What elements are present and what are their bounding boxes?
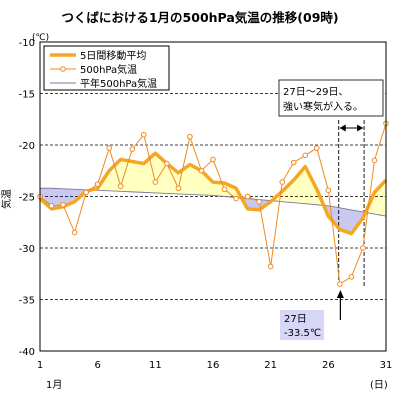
data-point-500hpa <box>371 157 378 164</box>
data-point-500hpa <box>337 281 343 287</box>
legend-label-moving-average: 5日間移動平均 <box>80 49 146 62</box>
y-tick-label: -25 <box>19 193 35 204</box>
x-tick-label: 16 <box>207 360 220 371</box>
series-line-normal <box>40 187 387 217</box>
x-tick-label: 1 <box>37 360 43 371</box>
data-point-500hpa <box>221 186 228 193</box>
deviation-fill-segment <box>201 170 213 196</box>
annotation-lines <box>336 120 365 320</box>
deviation-fill-segment <box>224 183 237 198</box>
y-axis-label: 気温 <box>0 189 13 209</box>
data-point-500hpa <box>302 152 309 159</box>
legend: 5日間移動平均 500hPa気温 平年500hPa気温 <box>43 45 170 91</box>
data-point-500hpa <box>244 193 251 200</box>
min-value-arrowhead <box>336 290 344 299</box>
data-point-500hpa <box>164 160 170 167</box>
data-point-500hpa <box>187 133 193 140</box>
data-point-500hpa <box>290 159 297 166</box>
data-point-500hpa <box>314 145 320 151</box>
data-point-500hpa <box>94 181 101 187</box>
x-month-label: 1月 <box>46 379 62 391</box>
x-tick-labels: 1 6 11 16 21 26 31 <box>37 360 393 371</box>
deviation-fill-segment <box>109 159 121 192</box>
deviation-fill-segment <box>293 166 306 204</box>
annotation-cold-period-line1: 27日～29日、 <box>283 87 348 98</box>
data-point-500hpa <box>117 183 124 189</box>
series-group <box>37 120 389 287</box>
data-point-500hpa <box>267 263 274 270</box>
data-point-500hpa <box>233 195 239 202</box>
deviation-fill-segment <box>247 198 260 210</box>
data-point-500hpa <box>348 274 355 280</box>
deviation-fill-segment <box>213 182 225 197</box>
y-tick-label: -30 <box>19 244 35 255</box>
data-point-500hpa <box>279 179 286 185</box>
data-point-500hpa <box>48 202 55 209</box>
y-tick-label: -10 <box>19 38 35 49</box>
deviation-fill-segment <box>282 180 294 203</box>
data-point-500hpa <box>71 229 78 236</box>
data-point-500hpa <box>210 156 216 163</box>
legend-marker-500hpa <box>60 66 66 72</box>
plot-border <box>39 41 387 352</box>
annotation-cold-period-box <box>278 79 384 117</box>
x-tick-label: 6 <box>94 360 100 371</box>
y-tick-label: -20 <box>19 141 35 152</box>
legend-label-normal: 平年500hPa気温 <box>80 77 157 90</box>
annotation-cold-period-line2: 強い寒気が入る。 <box>283 100 363 113</box>
data-point-500hpa <box>256 198 262 205</box>
annotation-min-value-box <box>280 310 324 340</box>
deviation-fill-segment <box>120 159 133 192</box>
annotation-min-value: 27日 -33.5℃ <box>280 310 324 340</box>
annotation-min-value-line1: 27日 <box>284 314 307 325</box>
x-tick-label: 21 <box>264 360 277 371</box>
y-tick-label: -40 <box>19 347 35 358</box>
deviation-fill-segment <box>132 161 144 193</box>
data-point-500hpa <box>129 146 136 152</box>
data-point-500hpa <box>83 189 89 196</box>
data-point-500hpa <box>360 245 366 251</box>
grid-lines <box>40 93 386 300</box>
x-tick-label: 11 <box>149 360 162 371</box>
legend-label-500hpa: 500hPa気温 <box>80 63 137 76</box>
deviation-fill-segment <box>189 164 202 195</box>
data-point-500hpa <box>141 131 147 138</box>
cold-period-arrowhead-left <box>339 124 346 132</box>
data-point-500hpa <box>325 187 332 194</box>
deviation-fill-segment <box>374 180 386 217</box>
cold-period-arrowhead-right <box>357 124 364 132</box>
annotation-min-value-line2: -33.5℃ <box>284 328 321 339</box>
y-unit-label: (℃) <box>32 33 49 43</box>
annotation-cold-period: 27日～29日、 強い寒気が入る。 <box>278 79 384 117</box>
data-point-500hpa <box>106 145 112 151</box>
deviation-fill-segment <box>339 207 352 234</box>
deviation-fill-segment <box>305 166 317 205</box>
series-line-moving-average <box>38 151 388 236</box>
y-tick-label: -15 <box>19 90 35 101</box>
x-tick-label: 26 <box>322 360 335 371</box>
data-point-500hpa <box>60 201 66 208</box>
y-tick-labels: -10 -15 -20 -25 -30 -35 -40 <box>19 38 35 358</box>
deviation-fill-segment <box>51 188 64 209</box>
data-point-500hpa <box>152 179 159 185</box>
data-point-500hpa <box>175 185 182 192</box>
x-tick-label: 31 <box>380 360 393 371</box>
chart-title: つくばにおける1月の500hPa気温の推移(09時) <box>61 10 338 25</box>
data-point-500hpa <box>198 167 205 174</box>
x-unit-label: (日) <box>370 380 388 391</box>
y-tick-label: -35 <box>19 296 35 307</box>
